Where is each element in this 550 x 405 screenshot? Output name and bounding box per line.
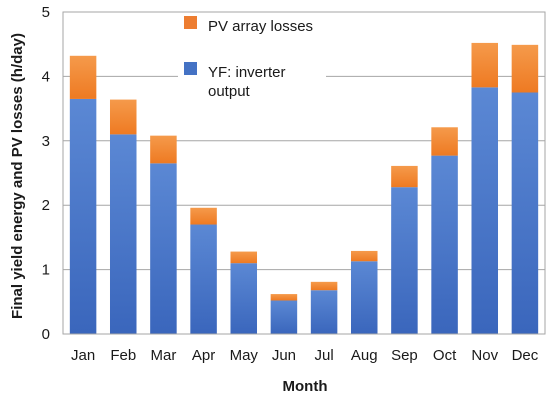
y-axis-title: Final yield energy and PV losses (h/day) (9, 33, 26, 319)
y-tick-label: 4 (42, 68, 50, 85)
bar-aug-pv-array-losses (350, 250, 378, 262)
legend-label: PV array losses (208, 18, 313, 35)
bar-may-inverter-output (230, 263, 258, 334)
bar-oct-pv-array-losses (431, 127, 458, 156)
x-tick-label: Jan (71, 347, 95, 364)
plot-area-border (62, 11, 546, 335)
x-tick-label: Feb (110, 347, 136, 364)
bar-jan-pv-array-losses (69, 55, 97, 99)
x-tick-label: Oct (433, 347, 457, 364)
bar-jun-pv-array-losses (270, 294, 298, 301)
bar-aug-inverter-output (350, 261, 378, 334)
bar-feb-pv-array-losses (109, 99, 137, 135)
bar-dec-pv-array-losses (511, 44, 539, 93)
bar-nov-pv-array-losses (471, 42, 499, 88)
bar-may-pv-array-losses (230, 251, 258, 264)
legend-background (178, 14, 326, 98)
bar-apr-inverter-output (190, 224, 217, 334)
bar-sep-pv-array-losses (391, 165, 418, 188)
y-tick-label: 3 (42, 133, 50, 150)
x-tick-label: Mar (150, 347, 176, 364)
bar-oct-inverter-output (431, 155, 458, 334)
bar-jun-inverter-output (270, 300, 298, 334)
legend-swatch-blue-square (184, 62, 197, 75)
legend-label: output (208, 83, 251, 100)
x-tick-label: Sep (391, 347, 418, 364)
axes: 0 1 2 3 4 5 Jan Feb Mar Apr May Jun Jul Aug Sep Oct Nov D… (42, 4, 546, 364)
bar-feb-inverter-output (109, 134, 137, 334)
x-tick-label: Nov (471, 347, 498, 364)
bar-nov-inverter-output (471, 87, 499, 335)
legend-swatch-orange-square (184, 16, 197, 29)
bar-jul-inverter-output (310, 290, 338, 334)
x-tick-label: May (230, 347, 259, 364)
bar-jul-pv-array-losses (310, 281, 338, 291)
x-tick-label: Dec (512, 347, 539, 364)
bar-jan-inverter-output (69, 98, 97, 334)
bar-sep-inverter-output (391, 187, 418, 334)
bars (69, 42, 539, 335)
y-tick-label: 0 (42, 326, 50, 343)
x-tick-label: Apr (192, 347, 215, 364)
x-tick-label: Aug (351, 347, 378, 364)
x-tick-label: Jul (314, 347, 333, 364)
legend-label: YF: inverter (208, 64, 286, 81)
bar-mar-inverter-output (150, 163, 177, 334)
x-axis-title: Month (283, 378, 328, 395)
bar-mar-pv-array-losses (150, 135, 177, 164)
y-tick-label: 1 (42, 262, 50, 279)
x-tick-label: Jun (272, 347, 296, 364)
y-tick-label: 5 (42, 4, 50, 21)
legend: PV array losses YF: inverter output (178, 14, 326, 100)
bar-dec-inverter-output (511, 92, 539, 334)
bar-apr-pv-array-losses (190, 207, 217, 225)
y-tick-label: 2 (42, 197, 50, 214)
